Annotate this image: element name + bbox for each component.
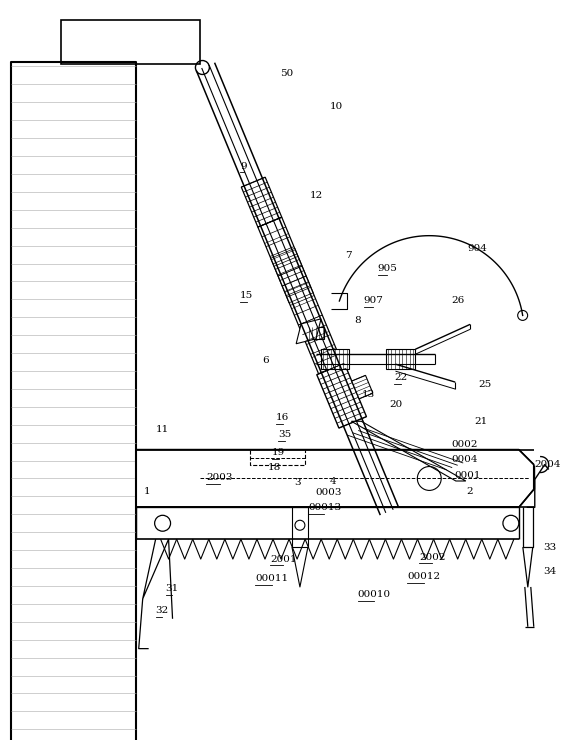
Text: 13: 13 [362,390,375,399]
Text: 0001: 0001 [454,471,481,480]
Text: 4: 4 [330,477,336,486]
Text: 20: 20 [390,401,403,410]
Text: 12: 12 [310,191,323,200]
Text: 26: 26 [451,296,464,305]
Text: 907: 907 [364,296,384,305]
Text: 0004: 0004 [451,455,478,464]
Text: 2001: 2001 [270,554,296,564]
Text: 11: 11 [156,425,169,434]
Polygon shape [352,375,373,399]
Text: 904: 904 [467,244,487,253]
Text: 6: 6 [262,355,269,364]
Text: 1: 1 [144,487,150,496]
Text: 15: 15 [240,291,253,300]
Text: 0002: 0002 [451,440,478,449]
Text: 35: 35 [278,430,291,439]
Text: 2002: 2002 [419,553,446,562]
Text: 905: 905 [378,264,397,273]
Polygon shape [321,349,349,370]
Text: 2003: 2003 [207,473,233,482]
Text: 2004: 2004 [535,460,561,469]
Text: 10: 10 [330,102,343,111]
Polygon shape [296,319,321,344]
Text: 9: 9 [240,162,247,171]
Text: 7: 7 [345,251,351,260]
Text: 00011: 00011 [255,574,288,583]
Polygon shape [352,421,466,481]
Polygon shape [317,364,366,428]
Text: 00010: 00010 [358,591,391,600]
Text: 25: 25 [478,381,491,390]
Polygon shape [258,217,343,374]
Text: 00012: 00012 [407,573,440,582]
Polygon shape [308,327,324,339]
Text: 16: 16 [276,413,289,422]
Text: 31: 31 [166,585,179,594]
Text: 34: 34 [544,567,557,576]
Text: 00013: 00013 [308,503,341,512]
Text: 18: 18 [268,463,281,472]
Polygon shape [61,20,200,64]
Text: 19: 19 [272,448,285,457]
Text: 3: 3 [294,478,300,487]
Polygon shape [386,349,415,370]
Text: 0003: 0003 [316,488,343,497]
Text: 2: 2 [466,487,473,496]
Text: 50: 50 [280,69,293,78]
Text: 8: 8 [354,316,361,325]
Text: 33: 33 [544,542,557,551]
Text: 32: 32 [156,606,169,615]
Text: 21: 21 [474,417,487,426]
Polygon shape [271,249,313,303]
Text: 22: 22 [394,373,408,382]
Polygon shape [241,177,282,227]
